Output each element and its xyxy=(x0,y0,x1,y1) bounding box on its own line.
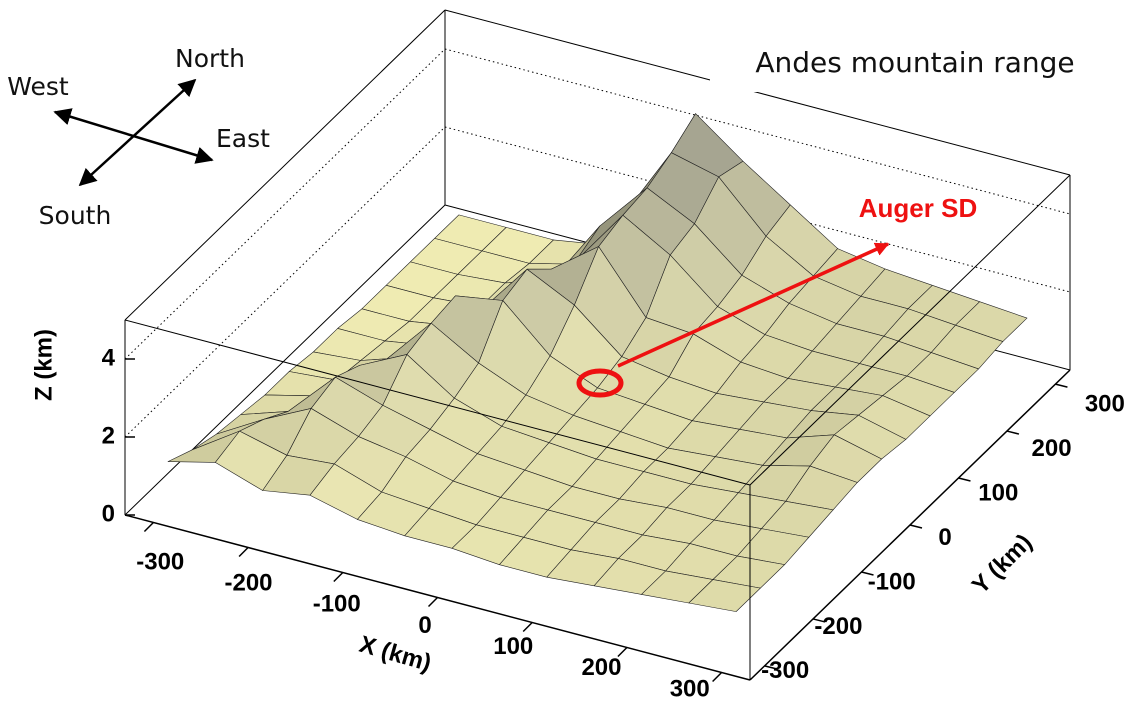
x-tick-label: -100 xyxy=(313,591,361,618)
x-tick xyxy=(334,573,343,582)
chart: 024-300-200-1000100200300-300-200-100010… xyxy=(0,0,1134,706)
y-tick xyxy=(1055,384,1067,387)
range-label: Andes mountain range xyxy=(755,46,1074,79)
y-tick-label: -300 xyxy=(761,657,809,684)
x-tick xyxy=(144,523,153,532)
x-tick-label: 100 xyxy=(493,633,533,660)
box-edge xyxy=(445,10,1070,175)
z-tick-label: 4 xyxy=(102,344,116,371)
x-tick-label: -200 xyxy=(224,570,272,597)
compass-ns xyxy=(80,80,195,185)
x-tick-label: 200 xyxy=(581,654,621,681)
y-tick xyxy=(1007,431,1019,434)
x-tick-label: 300 xyxy=(670,675,710,702)
x-tick xyxy=(713,673,722,682)
compass-east: East xyxy=(216,124,270,153)
y-tick-label: 300 xyxy=(1085,390,1125,417)
box-edge xyxy=(125,10,445,320)
z-tick-label: 2 xyxy=(102,422,115,449)
y-tick xyxy=(958,478,970,481)
x-tick xyxy=(239,548,248,557)
site-label: Auger SD xyxy=(859,193,977,223)
compass-we xyxy=(55,112,212,160)
compass-south: South xyxy=(39,201,112,230)
z-tick-label: 0 xyxy=(102,500,115,527)
z-axis-title: Z (km) xyxy=(30,329,57,401)
y-axis-title: Y (km) xyxy=(967,529,1038,600)
y-tick-label: -100 xyxy=(868,568,916,595)
x-tick-label: -300 xyxy=(136,548,184,575)
x-tick xyxy=(429,598,438,607)
x-tick xyxy=(523,623,532,632)
x-tick-label: 0 xyxy=(418,612,431,639)
y-tick xyxy=(910,525,922,528)
compass-west: West xyxy=(7,72,69,101)
y-tick-label: -200 xyxy=(814,613,862,640)
compass-north: North xyxy=(175,44,245,73)
y-tick-label: 0 xyxy=(938,524,951,551)
page: 024-300-200-1000100200300-300-200-100010… xyxy=(0,0,1134,706)
y-tick-label: 200 xyxy=(1032,435,1072,462)
y-tick-label: 100 xyxy=(978,479,1018,506)
